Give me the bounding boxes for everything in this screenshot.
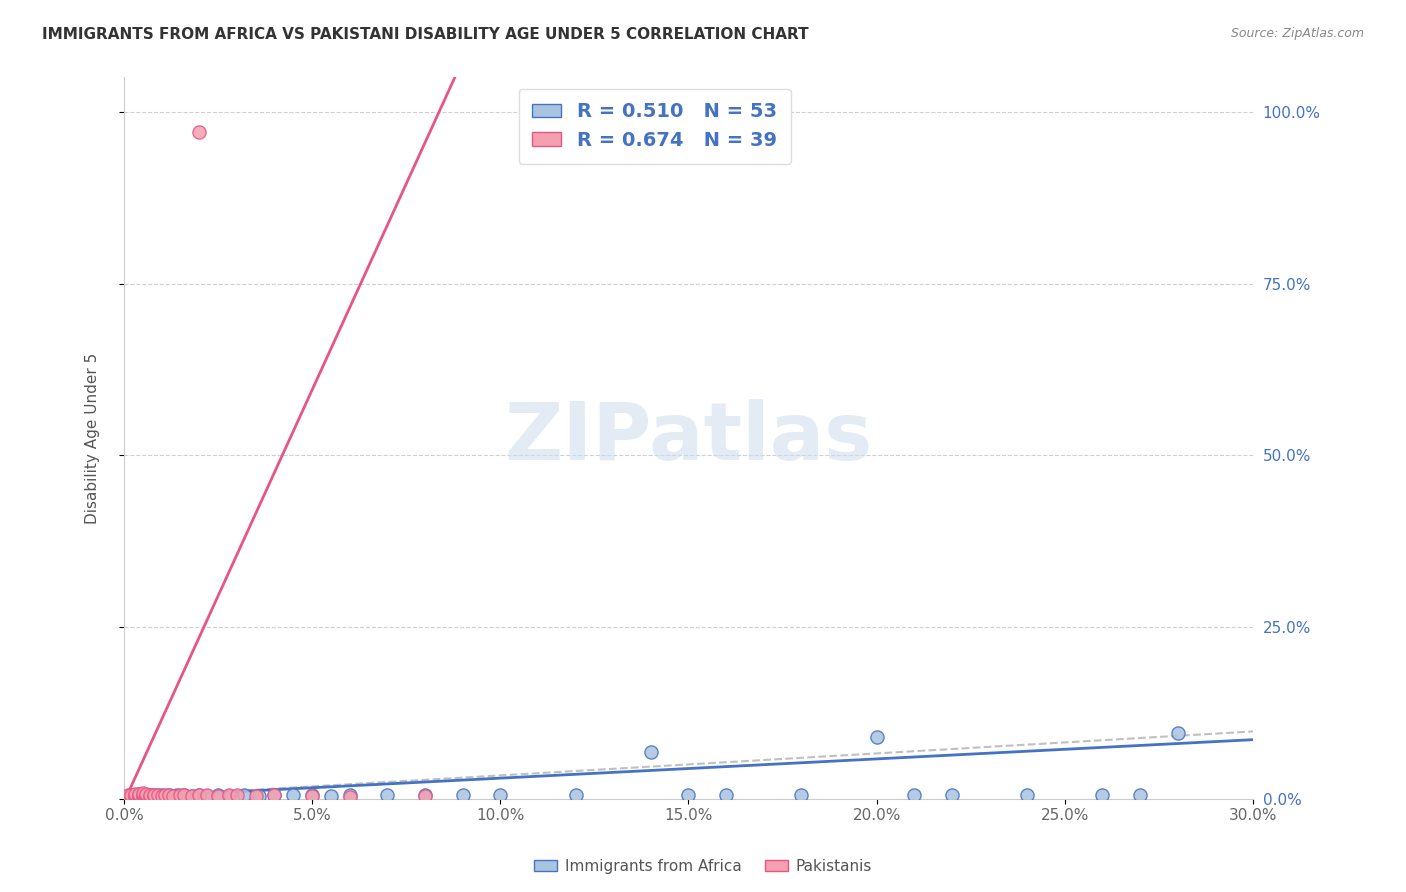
Point [173, 788, 195, 802]
Point [120, 789, 142, 803]
Point [128, 789, 150, 803]
Point [146, 789, 169, 803]
Point [135, 787, 157, 801]
Point [132, 786, 155, 800]
Point [263, 789, 285, 803]
Point [150, 788, 173, 802]
Point [1091, 788, 1114, 802]
Point [640, 745, 662, 759]
Point [247, 789, 270, 803]
Point [143, 789, 166, 804]
Point [139, 788, 162, 802]
Point [117, 789, 139, 803]
Point [1167, 726, 1189, 740]
Point [188, 788, 211, 802]
Point [120, 788, 142, 802]
Y-axis label: Disability Age Under 5: Disability Age Under 5 [86, 352, 100, 524]
Point [233, 789, 256, 803]
Point [865, 730, 887, 744]
Point [155, 789, 177, 803]
Point [124, 788, 146, 802]
Text: ZIPatlas: ZIPatlas [505, 399, 873, 477]
Text: Source: ZipAtlas.com: Source: ZipAtlas.com [1230, 27, 1364, 40]
Point [564, 788, 586, 802]
Legend: Immigrants from Africa, Pakistanis: Immigrants from Africa, Pakistanis [529, 853, 877, 880]
Point [128, 787, 150, 801]
Point [207, 788, 229, 802]
Point [143, 788, 166, 802]
Point [790, 789, 813, 803]
Point [143, 789, 166, 803]
Point [1129, 789, 1152, 803]
Point [132, 789, 155, 803]
Point [120, 789, 142, 803]
Point [218, 788, 240, 802]
Point [132, 789, 155, 804]
Point [941, 789, 963, 803]
Point [714, 788, 737, 802]
Point [188, 125, 211, 139]
Point [169, 789, 191, 803]
Point [135, 789, 157, 804]
Point [413, 789, 436, 803]
Point [124, 789, 146, 804]
Point [128, 787, 150, 801]
Point [1017, 788, 1039, 802]
Point [135, 789, 157, 803]
Point [117, 789, 139, 804]
Point [157, 789, 180, 803]
Point [180, 789, 202, 803]
Point [489, 788, 512, 802]
Point [283, 789, 305, 803]
Point [128, 789, 150, 804]
Point [339, 789, 361, 804]
Point [124, 789, 146, 803]
Point [139, 789, 162, 803]
Point [132, 789, 155, 803]
Point [143, 788, 166, 802]
Point [135, 788, 157, 802]
Point [173, 789, 195, 803]
Point [301, 789, 323, 803]
Legend: R = 0.510   N = 53, R = 0.674   N = 39: R = 0.510 N = 53, R = 0.674 N = 39 [519, 88, 790, 163]
Point [903, 788, 925, 802]
Point [678, 789, 700, 803]
Point [377, 789, 399, 803]
Point [207, 789, 229, 803]
Point [166, 788, 188, 802]
Point [169, 789, 191, 803]
Point [150, 789, 173, 804]
Point [135, 789, 157, 804]
Point [139, 789, 162, 803]
Point [124, 787, 146, 801]
Point [120, 789, 142, 804]
Point [339, 789, 361, 803]
Text: IMMIGRANTS FROM AFRICA VS PAKISTANI DISABILITY AGE UNDER 5 CORRELATION CHART: IMMIGRANTS FROM AFRICA VS PAKISTANI DISA… [42, 27, 808, 42]
Point [319, 789, 342, 803]
Point [162, 789, 184, 803]
Point [195, 789, 218, 803]
Point [195, 789, 218, 803]
Point [188, 789, 211, 803]
Point [263, 789, 285, 803]
Point [180, 789, 202, 803]
Point [301, 789, 323, 803]
Point [225, 789, 247, 803]
Point [157, 788, 180, 802]
Point [146, 789, 169, 803]
Point [146, 789, 169, 803]
Point [413, 789, 436, 803]
Point [124, 789, 146, 803]
Point [218, 789, 240, 803]
Point [128, 789, 150, 804]
Point [150, 789, 173, 803]
Point [132, 789, 155, 803]
Point [117, 789, 139, 803]
Point [245, 789, 267, 803]
Point [155, 789, 177, 803]
Point [162, 789, 184, 803]
Point [451, 789, 474, 803]
Point [139, 789, 162, 804]
